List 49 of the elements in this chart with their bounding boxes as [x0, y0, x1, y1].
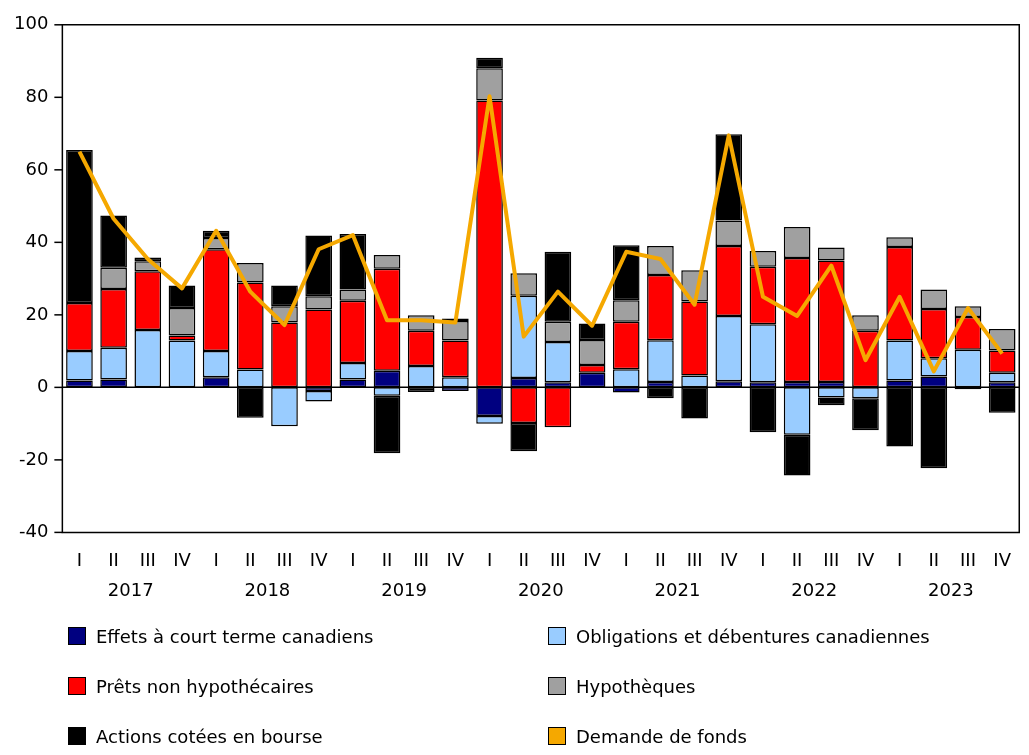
- x-tick-label: II: [518, 548, 530, 570]
- y-tick-label: 20: [25, 302, 49, 324]
- x-tick-label: III: [686, 548, 703, 570]
- x-tick-label: I: [623, 548, 629, 570]
- x-tick-label: III: [549, 548, 566, 570]
- x-tick-label: II: [381, 548, 393, 570]
- x-tick-label: II: [108, 548, 119, 570]
- x-tick-label: III: [960, 548, 976, 570]
- x-tick-label: II: [245, 548, 256, 570]
- legend-label: Prêts non hypothécaires: [96, 675, 314, 697]
- legend-label: Actions cotées en bourse: [96, 725, 323, 747]
- text: 2023: [928, 579, 974, 601]
- legend-label: Obligations et débentures canadiennes: [576, 625, 930, 647]
- y-tick-label: 40: [25, 230, 49, 252]
- x-tick-label: III: [139, 548, 156, 570]
- x-tick-label: IV: [446, 548, 465, 570]
- text: 2018: [244, 579, 291, 601]
- y-tick-label: 60: [25, 157, 49, 179]
- x-tick-label: IV: [309, 548, 329, 570]
- y-tick-label: -40: [18, 520, 49, 542]
- x-tick-label: II: [791, 548, 803, 570]
- x-tick-label: IV: [993, 548, 1012, 570]
- x-tick-label: II: [655, 548, 666, 570]
- x-tick-label: I: [896, 548, 903, 570]
- legend-label: Hypothèques: [576, 675, 696, 697]
- text: 2021: [654, 579, 701, 601]
- x-tick-label: III: [413, 548, 430, 570]
- y-tick-label: -20: [18, 447, 49, 469]
- x-tick-label: I: [486, 548, 493, 570]
- x-tick-label: IV: [173, 548, 192, 570]
- x-tick-label: II: [928, 548, 940, 570]
- text: 2022: [791, 579, 838, 601]
- x-tick-label: IV: [856, 548, 875, 570]
- text: 2020: [517, 579, 564, 601]
- x-tick-label: III: [276, 548, 293, 570]
- text: 2019: [381, 579, 428, 601]
- x-tick-label: I: [760, 548, 766, 570]
- x-tick-label: III: [823, 548, 840, 570]
- x-tick-label: IV: [583, 548, 602, 570]
- x-tick-label: IV: [719, 548, 739, 570]
- y-tick-label: 100: [14, 12, 49, 34]
- x-tick-label: I: [350, 548, 356, 570]
- x-tick-label: I: [76, 548, 83, 570]
- legend-label: Demande de fonds: [576, 725, 747, 747]
- y-tick-label: 0: [36, 375, 49, 397]
- x-tick-label: I: [213, 548, 219, 570]
- y-tick-label: 80: [25, 84, 49, 106]
- legend-label: Effets à court terme canadiens: [96, 625, 374, 647]
- text: 2017: [107, 579, 154, 601]
